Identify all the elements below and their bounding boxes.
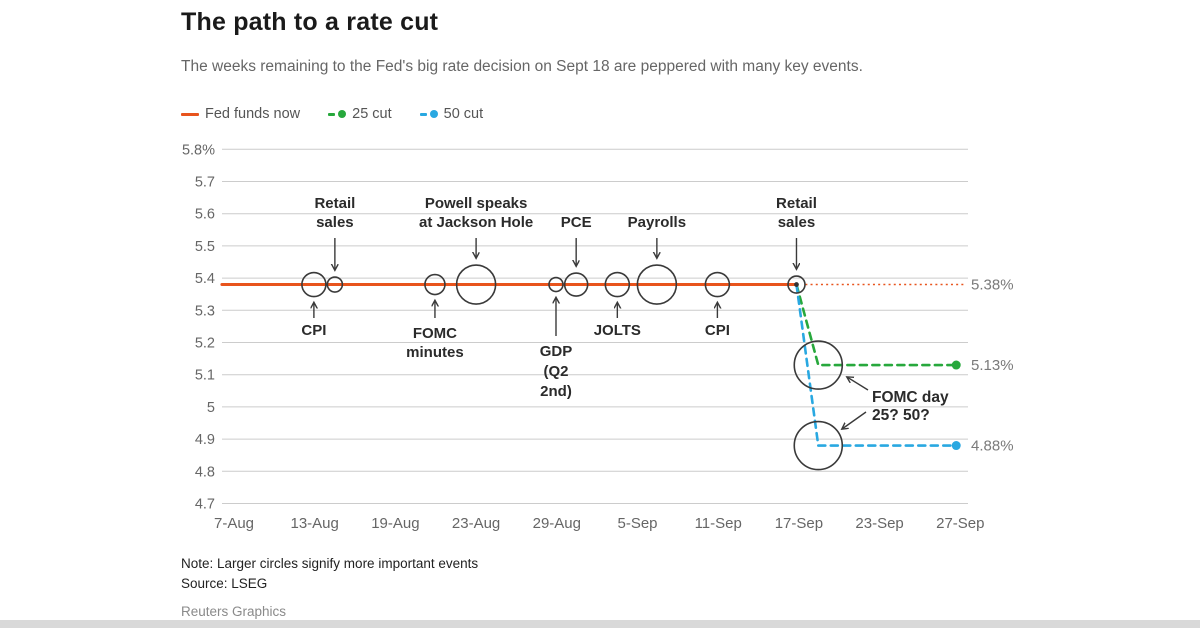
y-tick-label: 5 (207, 400, 215, 416)
y-tick-label: 5.4 (195, 271, 215, 287)
event-label: 2nd) (540, 383, 572, 400)
event-label: at Jackson Hole (419, 214, 533, 231)
event-label: JOLTS (594, 322, 641, 339)
fomc-day-label: FOMC day (872, 389, 949, 406)
bottom-divider-bar (0, 620, 1200, 628)
legend-label: Fed funds now (205, 106, 301, 122)
x-tick-label: 17-Sep (775, 515, 823, 532)
y-tick-label: 5.2 (195, 336, 215, 352)
event-label: (Q2 (543, 363, 568, 380)
y-tick-label: 5.7 (195, 175, 215, 191)
rate-value-label: 4.88% (971, 438, 1014, 455)
event-label: Payrolls (628, 214, 686, 231)
legend-item-25-cut: 25 cut (328, 106, 392, 122)
event-circle-fomc-day-50-cut (793, 420, 844, 471)
event-label: Powell speaks (425, 195, 528, 212)
event-label: GDP (540, 343, 573, 360)
event-label: Retail (314, 195, 355, 212)
x-tick-label: 29-Aug (533, 515, 581, 532)
event-label: CPI (705, 322, 730, 339)
y-tick-label: 5.8% (182, 142, 215, 158)
legend-line-swatch (181, 112, 199, 116)
legend-label: 50 cut (443, 106, 484, 122)
event-circle-pce (563, 272, 589, 297)
event-circles (301, 264, 844, 471)
y-tick-label: 5.5 (195, 239, 215, 255)
event-circle-gdp-q2-2nd- (548, 276, 564, 293)
event-circle-cpi (301, 271, 327, 298)
fomc-arrow-to-25cut (847, 377, 869, 391)
x-tick-label: 23-Aug (452, 515, 500, 532)
chart-source: Source: LSEG (181, 576, 268, 591)
event-circle-payrolls (636, 264, 678, 305)
axis-and-annotation-labels: 5.8% 5.7 5.6 5.5 5.4 5.3 5.2 5.1 5 4.9 4.8 4.7 7-Aug… (182, 142, 1014, 532)
x-tick-label: 7-Aug (214, 515, 254, 532)
x-tick-label: 5-Sep (617, 515, 657, 532)
legend-item-fed-funds-now: Fed funds now (181, 106, 300, 122)
event-label: FOMC (413, 325, 457, 342)
event-circle-powell-speaks-at-jackson-hole (455, 264, 497, 305)
chart-subtitle: The weeks remaining to the Fed's big rat… (181, 58, 863, 75)
reuters-graphics-credit: Reuters Graphics (181, 604, 287, 619)
event-circle-cpi (704, 271, 731, 298)
x-tick-label: 13-Aug (291, 515, 339, 532)
event-circle-fomc-day-25-cut (793, 340, 844, 390)
event-circle-fomc-minutes (424, 273, 446, 296)
series-50-cut (795, 283, 954, 447)
y-tick-label: 4.8 (195, 464, 215, 480)
event-label: CPI (301, 322, 326, 339)
line-end-point (794, 282, 799, 287)
event-circle-retail-sales (787, 275, 806, 294)
legend-dash-dot-swatch (419, 110, 438, 118)
event-circle-retail-sales (326, 276, 344, 293)
x-tick-label: 27-Sep (936, 515, 984, 532)
page-title: The path to a rate cut (181, 8, 439, 36)
rate-value-label: 5.13% (971, 357, 1014, 374)
event-circle-jolts (604, 271, 631, 298)
chart-note: Note: Larger circles signify more import… (181, 556, 479, 571)
y-tick-label: 5.3 (195, 303, 215, 319)
fomc-arrow-to-50cut (842, 411, 867, 429)
rate-series (220, 283, 965, 451)
y-tick-label: 4.7 (195, 497, 215, 513)
x-tick-label: 19-Aug (371, 515, 419, 532)
event-label: PCE (561, 214, 592, 231)
chart-legend: Fed funds now 25 cut 50 cut (181, 106, 483, 122)
fomc-day-sublabel: 25? 50? (872, 407, 930, 424)
y-tick-label: 4.9 (195, 432, 215, 448)
gridlines (222, 148, 968, 504)
legend-item-50-cut: 50 cut (419, 106, 484, 122)
y-tick-label: 5.1 (195, 368, 215, 384)
event-label: sales (316, 214, 354, 231)
event-label: Retail (776, 195, 817, 212)
x-tick-label: 11-Sep (695, 515, 742, 532)
series-end-dot (951, 441, 961, 451)
series-end-dot (951, 360, 961, 370)
event-label: sales (778, 214, 816, 231)
x-tick-label: 23-Sep (855, 515, 903, 532)
legend-label: 25 cut (352, 106, 392, 122)
y-tick-label: 5.6 (195, 207, 215, 223)
event-label: minutes (406, 344, 464, 361)
rate-value-label: 5.38% (971, 277, 1014, 294)
legend-dash-dot-swatch (328, 110, 347, 118)
series-25-cut (795, 283, 954, 367)
